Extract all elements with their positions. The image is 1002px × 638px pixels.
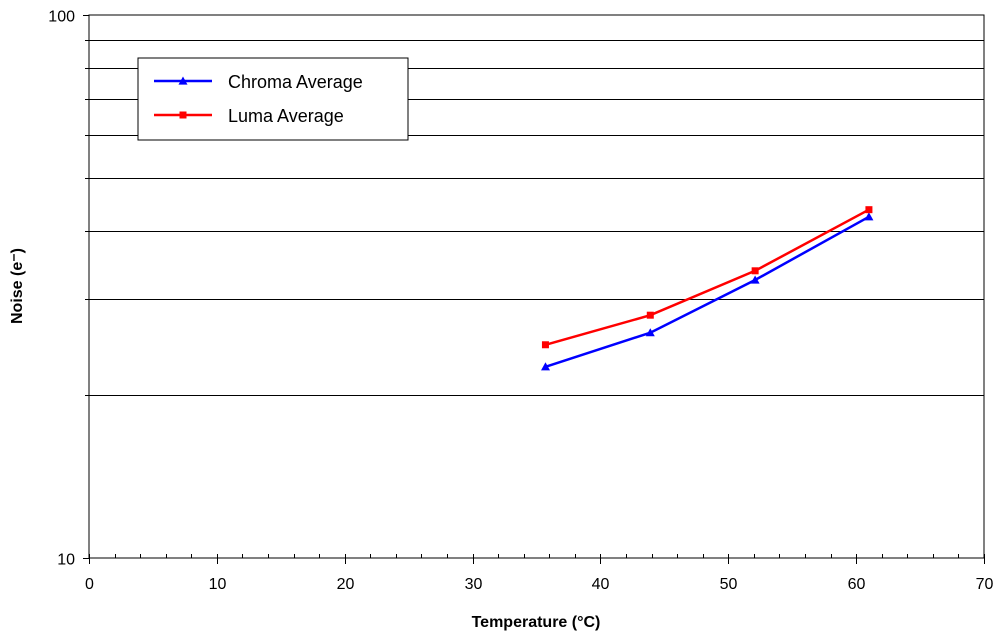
- data-point-luma-average-2: [751, 267, 759, 275]
- data-point-chroma-average-3: [864, 212, 874, 221]
- data-point-luma-average-3: [865, 206, 873, 214]
- data-point-luma-average-1: [646, 311, 654, 319]
- legend-marker-luma-average: [179, 111, 187, 119]
- x-tick-label-40: 40: [592, 576, 610, 593]
- x-tick-label-50: 50: [720, 576, 738, 593]
- data-point-chroma-average-1: [645, 328, 655, 337]
- series-line-luma-average: [545, 208, 870, 347]
- x-tick-label-60: 60: [848, 576, 866, 593]
- y-axis-title: Noise (e⁻): [9, 248, 26, 324]
- data-point-chroma-average-2: [750, 275, 760, 284]
- legend: Chroma Average Luma Average: [137, 57, 409, 141]
- tick-labels: 10 100 0 10 20 30 40 50 60 70: [48, 9, 993, 594]
- x-tick-label-0: 0: [85, 576, 94, 593]
- legend-marker-chroma-average: [178, 76, 188, 85]
- data-point-chroma-average-0: [541, 362, 550, 371]
- plot-area: [88, 14, 985, 559]
- data-point-luma-average-0: [541, 341, 549, 349]
- legend-box: [137, 57, 409, 141]
- x-tick-label-70: 70: [976, 576, 994, 593]
- legend-label-chroma-average: Chroma Average: [228, 72, 363, 92]
- y-tick-label-10: 10: [57, 552, 75, 569]
- x-tick-label-10: 10: [209, 576, 227, 593]
- x-tick-label-30: 30: [465, 576, 483, 593]
- series-lines: [541, 206, 874, 371]
- axis-ticks: [83, 15, 985, 564]
- x-tick-label-20: 20: [337, 576, 355, 593]
- y-tick-label-100: 100: [48, 9, 75, 26]
- series-line-chroma-average: [545, 215, 870, 368]
- x-axis-title: Temperature (°C): [472, 614, 601, 631]
- legend-label-luma-average: Luma Average: [228, 106, 344, 126]
